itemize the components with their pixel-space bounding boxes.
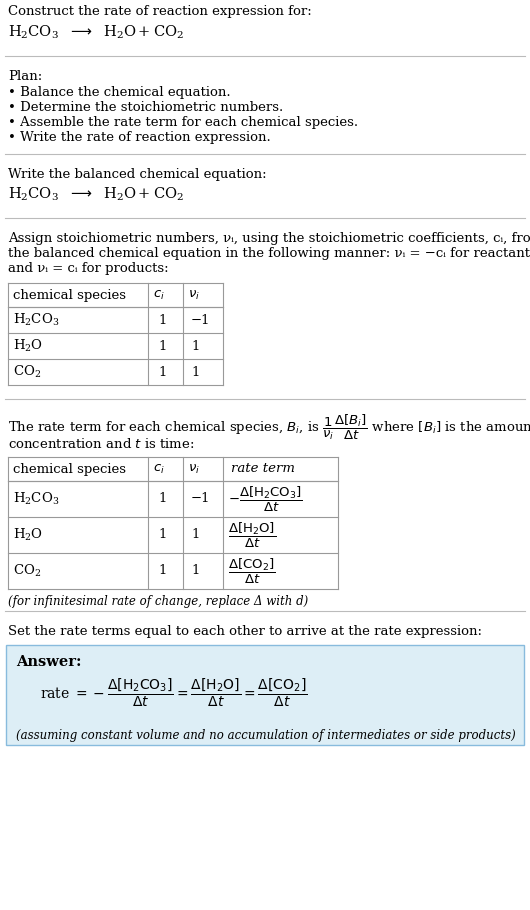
Text: 1: 1 (158, 366, 166, 379)
Text: $\mathregular{CO_2}$: $\mathregular{CO_2}$ (13, 563, 41, 579)
Text: 1: 1 (158, 564, 166, 578)
Text: Plan:: Plan: (8, 70, 42, 83)
Text: $\mathregular{H_2O}$: $\mathregular{H_2O}$ (13, 527, 43, 543)
Text: $c_i$: $c_i$ (153, 288, 165, 301)
Text: $c_i$: $c_i$ (153, 462, 165, 476)
Text: $-\dfrac{\Delta[\mathrm{H_2CO_3}]}{\Delta t}$: $-\dfrac{\Delta[\mathrm{H_2CO_3}]}{\Delt… (228, 484, 303, 513)
Text: rate $= -\dfrac{\Delta[\mathrm{H_2CO_3}]}{\Delta t}= \dfrac{\Delta[\mathrm{H_2O}: rate $= -\dfrac{\Delta[\mathrm{H_2CO_3}]… (40, 677, 307, 709)
Text: 1: 1 (191, 564, 199, 578)
Text: Assign stoichiometric numbers, νᵢ, using the stoichiometric coefficients, cᵢ, fr: Assign stoichiometric numbers, νᵢ, using… (8, 232, 530, 245)
Text: $\dfrac{\Delta[\mathrm{H_2O}]}{\Delta t}$: $\dfrac{\Delta[\mathrm{H_2O}]}{\Delta t}… (228, 521, 276, 550)
Text: the balanced chemical equation in the following manner: νᵢ = −cᵢ for reactants: the balanced chemical equation in the fo… (8, 247, 530, 260)
Text: • Assemble the rate term for each chemical species.: • Assemble the rate term for each chemic… (8, 116, 358, 129)
Text: $\mathregular{H_2CO_3}$: $\mathregular{H_2CO_3}$ (13, 312, 59, 328)
Text: (assuming constant volume and no accumulation of intermediates or side products): (assuming constant volume and no accumul… (16, 729, 516, 742)
Text: 1: 1 (158, 492, 166, 505)
Text: concentration and $t$ is time:: concentration and $t$ is time: (8, 437, 195, 451)
Text: 1: 1 (158, 314, 166, 327)
Text: $\nu_i$: $\nu_i$ (188, 288, 200, 301)
Text: rate term: rate term (231, 462, 295, 476)
Text: Set the rate terms equal to each other to arrive at the rate expression:: Set the rate terms equal to each other t… (8, 625, 482, 638)
Text: $\mathregular{H_2O}$: $\mathregular{H_2O}$ (13, 338, 43, 354)
Text: and νᵢ = cᵢ for products:: and νᵢ = cᵢ for products: (8, 262, 169, 275)
Text: 1: 1 (191, 366, 199, 379)
Text: $\nu_i$: $\nu_i$ (188, 462, 200, 476)
Text: (for infinitesimal rate of change, replace Δ with d): (for infinitesimal rate of change, repla… (8, 595, 308, 608)
Text: Construct the rate of reaction expression for:: Construct the rate of reaction expressio… (8, 5, 312, 18)
Text: • Write the rate of reaction expression.: • Write the rate of reaction expression. (8, 131, 271, 144)
FancyBboxPatch shape (6, 645, 524, 745)
Text: chemical species: chemical species (13, 288, 126, 301)
Text: $\mathregular{H_2CO_3}$: $\mathregular{H_2CO_3}$ (13, 491, 59, 507)
Text: 1: 1 (191, 529, 199, 541)
Text: −1: −1 (191, 314, 210, 327)
Text: 1: 1 (158, 529, 166, 541)
Text: • Determine the stoichiometric numbers.: • Determine the stoichiometric numbers. (8, 101, 283, 114)
Text: 1: 1 (158, 339, 166, 352)
Text: Write the balanced chemical equation:: Write the balanced chemical equation: (8, 168, 267, 181)
Text: • Balance the chemical equation.: • Balance the chemical equation. (8, 86, 231, 99)
Text: $\mathregular{H_2CO_3}$  $\longrightarrow$  $\mathregular{H_2O + CO_2}$: $\mathregular{H_2CO_3}$ $\longrightarrow… (8, 186, 184, 204)
Text: $\mathregular{H_2CO_3}$  $\longrightarrow$  $\mathregular{H_2O + CO_2}$: $\mathregular{H_2CO_3}$ $\longrightarrow… (8, 24, 184, 41)
Text: Answer:: Answer: (16, 655, 82, 669)
Text: $\mathregular{CO_2}$: $\mathregular{CO_2}$ (13, 364, 41, 380)
Text: −1: −1 (191, 492, 210, 505)
Text: 1: 1 (191, 339, 199, 352)
Text: $\dfrac{\Delta[\mathrm{CO_2}]}{\Delta t}$: $\dfrac{\Delta[\mathrm{CO_2}]}{\Delta t}… (228, 556, 276, 586)
Text: chemical species: chemical species (13, 462, 126, 476)
Text: The rate term for each chemical species, $B_i$, is $\dfrac{1}{\nu_i}\dfrac{\Delt: The rate term for each chemical species,… (8, 413, 530, 442)
